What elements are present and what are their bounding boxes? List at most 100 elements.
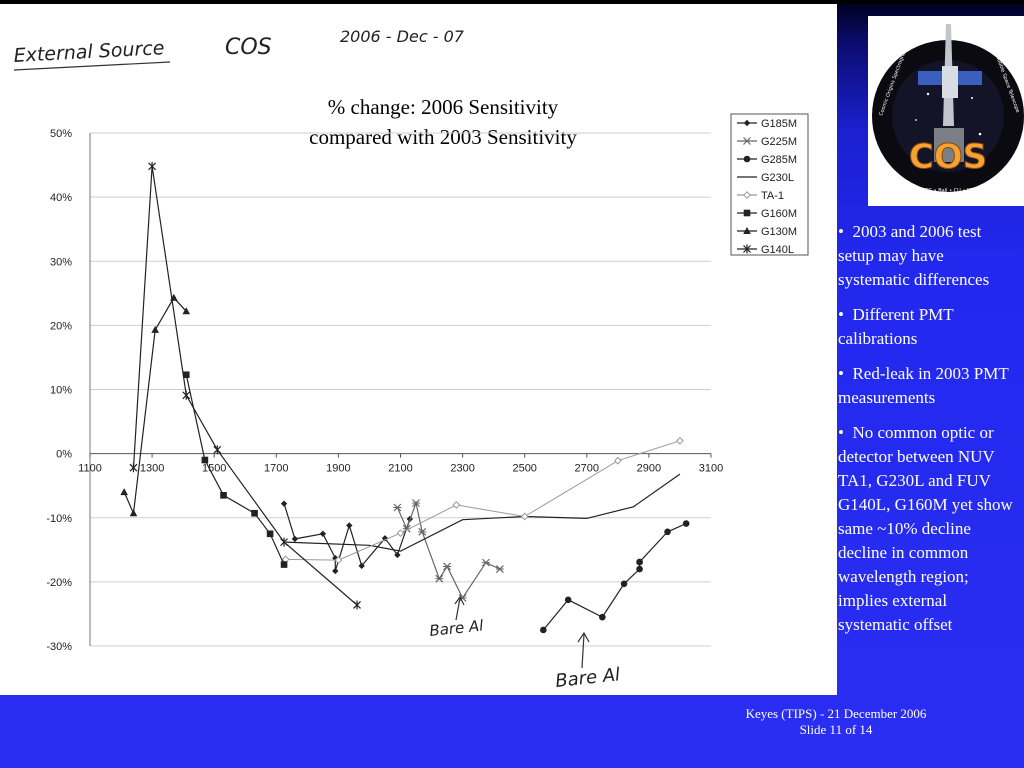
logo-solar-panel-right	[958, 71, 982, 85]
series-line	[542, 522, 687, 631]
data-point	[319, 530, 327, 537]
series-g225m	[393, 499, 504, 602]
data-point	[682, 520, 690, 527]
data-point	[201, 456, 209, 464]
data-point	[743, 244, 751, 254]
data-point	[613, 456, 622, 465]
x-tick-label: 1700	[264, 463, 288, 475]
data-point	[540, 626, 547, 634]
bullet-item: • No common optic or detector between NU…	[838, 423, 1013, 634]
data-point	[520, 512, 529, 521]
data-point	[129, 509, 138, 517]
legend-label: TA-1	[761, 190, 784, 202]
logo-instrument-block	[934, 128, 964, 162]
data-point	[664, 528, 671, 536]
x-tick-label: 1900	[326, 463, 350, 475]
data-point	[251, 509, 258, 517]
legend-entry: G285M	[737, 154, 797, 166]
data-point	[743, 155, 751, 163]
series-line	[283, 503, 411, 572]
legend-entry: G130M	[737, 226, 797, 238]
y-tick-label: 20%	[50, 320, 72, 332]
data-point	[394, 551, 401, 559]
series-group	[120, 161, 690, 634]
series-g185m	[280, 500, 414, 575]
data-point	[452, 501, 461, 509]
data-point	[743, 119, 751, 127]
y-tick-label: -20%	[46, 577, 72, 589]
annotation-text-2: Bare Al	[554, 664, 621, 692]
legend-entry: G230L	[737, 172, 794, 184]
y-tick-label: 0%	[56, 449, 72, 461]
data-point	[220, 492, 227, 499]
annotation-arrow-1	[455, 597, 461, 621]
data-point	[346, 522, 353, 529]
data-point	[396, 529, 405, 538]
data-point	[129, 463, 138, 473]
bullet-list: • 2003 and 2006 test setup may have syst…	[838, 220, 1018, 648]
series-g230l	[285, 473, 681, 552]
y-tick-label: 30%	[50, 256, 72, 268]
y-tick-label: 40%	[50, 192, 72, 204]
data-point	[418, 527, 427, 536]
y-tick-label: -10%	[46, 513, 72, 525]
x-tick-label: 1100	[78, 463, 102, 475]
series-g160m	[182, 371, 288, 568]
data-point	[564, 596, 572, 604]
logo-text: COS	[909, 137, 987, 177]
x-tick-label: 2900	[637, 463, 661, 475]
data-point	[435, 574, 444, 583]
legend-label: G160M	[761, 208, 797, 220]
data-point	[182, 371, 190, 379]
data-point	[291, 535, 299, 543]
data-point	[148, 161, 157, 171]
legend-entry: G225M	[737, 136, 797, 148]
logo-ring-bottom: NASA • GSFC • Ball • CU • STScI • UCB	[899, 188, 998, 194]
chart-subtitle: compared with 2003 Sensitivity	[309, 125, 577, 149]
data-point	[636, 565, 643, 573]
annotation-arrowhead-1	[454, 595, 465, 606]
series-g285m	[540, 520, 690, 634]
data-point	[280, 500, 288, 507]
chart-svg: External Source COS 2006 - Dec - 07 % ch…	[13, 27, 809, 692]
x-tick-label: 2700	[575, 463, 599, 475]
data-point	[481, 558, 490, 567]
x-tick-labels: 1100 1300 1500 1700 1900 2100 2300 2500 2700 2900…	[78, 463, 723, 475]
series-g130m	[120, 293, 191, 517]
handwritten-instrument: COS	[225, 35, 272, 60]
series-line	[185, 374, 285, 565]
handwritten-source-note: External Source	[13, 37, 165, 67]
annotation-text-1: Bare Al	[429, 616, 485, 640]
data-point	[620, 580, 628, 588]
data-point	[381, 535, 389, 542]
x-tick-label: 2100	[388, 463, 412, 475]
data-point	[120, 488, 128, 496]
y-tick-label: -30%	[46, 641, 72, 653]
data-point	[599, 613, 606, 621]
bullet-text: 2003 and 2006 test setup may have system…	[838, 222, 990, 289]
y-tick-labels: 50% 40% 30% 20% 10% 0% -10% -20% -30%	[46, 128, 72, 653]
footer-author: Keyes (TIPS) - 21 December 2006	[745, 706, 927, 721]
x-tick-label: 3100	[699, 463, 723, 475]
cos-logo: COS NASA • GSFC • Ball • CU • STScI • UC…	[868, 16, 1024, 206]
y-tick-label: 10%	[50, 385, 72, 397]
grid-lines	[90, 132, 711, 647]
data-point	[353, 600, 361, 610]
data-point	[182, 307, 191, 315]
series-ta-1	[281, 436, 684, 564]
legend-label: G140L	[761, 244, 794, 256]
footer-slide-number: Slide 11 of 14	[799, 722, 873, 737]
data-point	[636, 558, 643, 566]
data-point	[676, 436, 684, 445]
x-tick-label: 1300	[140, 463, 164, 475]
chart-title: % change: 2006 Sensitivity	[328, 95, 559, 119]
series-line	[132, 166, 358, 606]
annotation-arrow-2	[581, 633, 585, 669]
handwriting-underline	[13, 61, 171, 71]
annotation-bare-al-1: Bare Al	[429, 595, 485, 640]
data-point	[182, 390, 191, 400]
data-point	[332, 567, 339, 575]
logo-solar-panel-left	[918, 71, 942, 85]
bullet-item: • Different PMT calibrations	[838, 305, 954, 348]
bullet-item: • Red-leak in 2003 PMT measurements	[838, 364, 1009, 407]
